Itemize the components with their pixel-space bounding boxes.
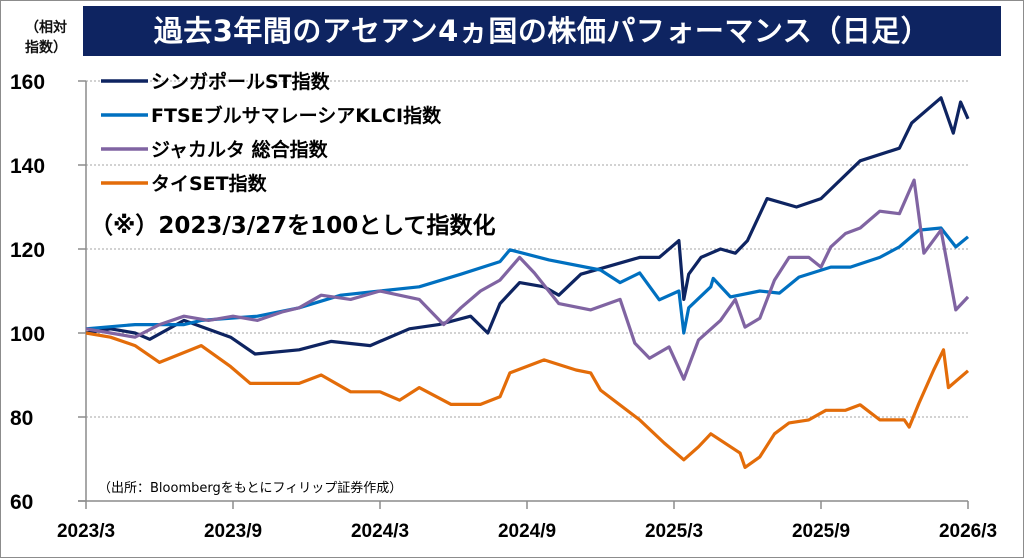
axes: 160 140 120 100 80 60 2023/3 2023/9 2024/3 2024/9… xyxy=(10,71,997,542)
y-unit-line-1: （相対 xyxy=(25,20,67,36)
x-tick-label: 2025/9 xyxy=(792,521,850,542)
y-tick-label: 160 xyxy=(10,71,45,94)
chart-title: 過去3年間のアセアン4ヵ国の株価パフォーマンス（日足） xyxy=(83,6,1001,56)
x-tick-label: 2026/3 xyxy=(939,521,997,542)
x-tick-label: 2025/3 xyxy=(645,521,703,542)
legend-label: タイSET指数 xyxy=(151,172,268,195)
y-unit-line-2: 指数） xyxy=(25,40,67,56)
source-note: （出所：Bloombergをもとにフィリップ証券作成） xyxy=(98,480,402,496)
y-tick-label: 120 xyxy=(10,239,45,262)
series-line-2 xyxy=(85,178,970,381)
gridlines xyxy=(86,80,968,418)
series-lines xyxy=(85,96,970,469)
legend-label: ジャカルタ 総合指数 xyxy=(151,138,329,161)
y-tick-label: 140 xyxy=(10,155,45,178)
x-tick-label: 2023/9 xyxy=(204,521,262,542)
y-axis-unit-label: （相対 指数） xyxy=(16,18,76,58)
y-tick-label: 80 xyxy=(10,407,33,430)
series-line-1 xyxy=(85,226,970,335)
index-base-annotation: （※）2023/3/27を100として指数化 xyxy=(90,212,496,239)
y-tick-label: 60 xyxy=(10,491,33,514)
y-tick-label: 100 xyxy=(10,323,45,346)
legend-label: シンガポールST指数 xyxy=(151,70,331,93)
x-tick-label: 2024/9 xyxy=(498,521,556,542)
legend-label: FTSEブルサマレーシアKLCI指数 xyxy=(151,104,442,127)
x-tick-label: 2024/3 xyxy=(351,521,409,542)
series-line-3 xyxy=(85,331,970,469)
x-tick-label: 2023/3 xyxy=(57,521,115,542)
series-line-0 xyxy=(85,96,970,356)
